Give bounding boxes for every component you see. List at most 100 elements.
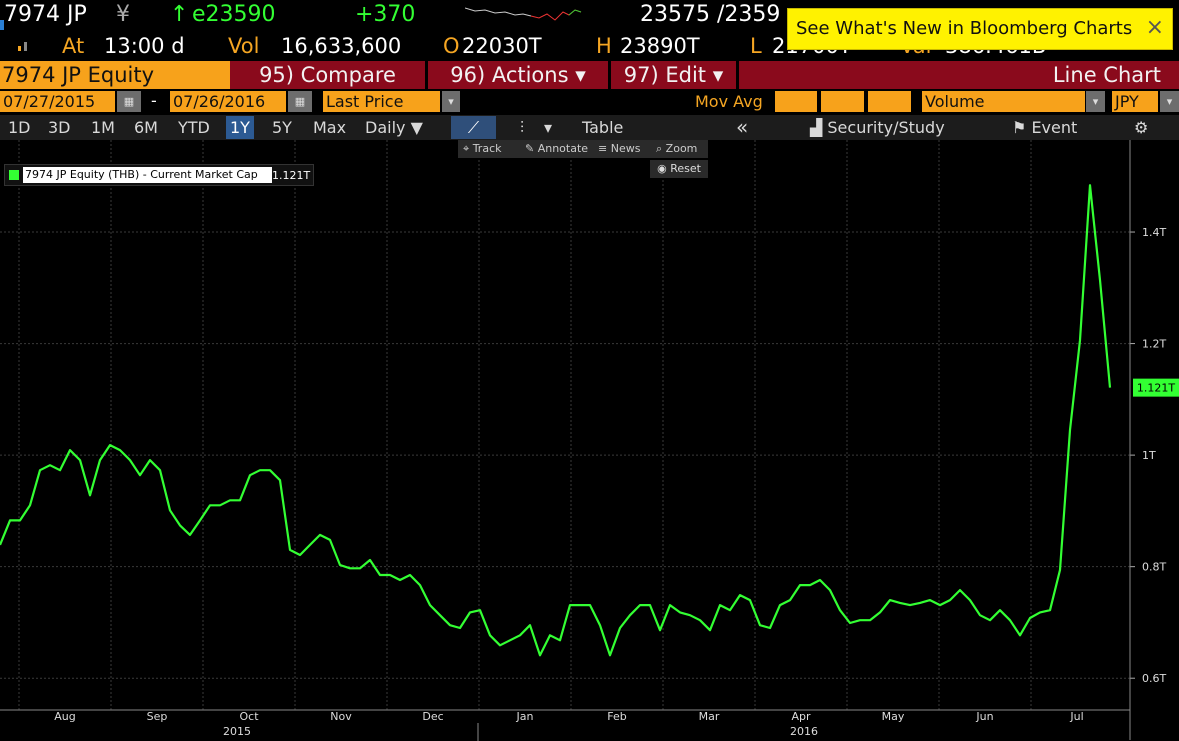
y-tick-label: 1.4T [1142, 226, 1166, 239]
legend: 7974 JP Equity (THB) - Current Market Ca… [4, 164, 314, 186]
x-tick-label: Jun [975, 710, 993, 723]
period-button[interactable]: 1D [8, 118, 31, 137]
x-tick-label: Jan [516, 710, 534, 723]
price-field[interactable]: Last Price [323, 91, 440, 112]
at-label: At [62, 34, 85, 58]
track-tool[interactable]: ⌖ Track [463, 142, 502, 155]
x-tick-label: Sep [147, 710, 168, 723]
event-button[interactable]: ⚑ Event [1012, 118, 1078, 137]
annotate-tool[interactable]: ✎ Annotate [525, 142, 589, 155]
x-tick-label: Nov [330, 710, 352, 723]
tool-label: Zoom [665, 142, 698, 155]
icon [18, 46, 21, 51]
high: 23890T [620, 34, 700, 58]
zoom-tool[interactable]: ⌕ Zoom [656, 142, 698, 155]
dropdown[interactable]: ▾ [1160, 91, 1179, 112]
x-tick-label: May [882, 710, 905, 723]
whats-new-popup[interactable]: See What's New in Bloomberg Charts × [787, 8, 1173, 50]
legend-swatch [9, 170, 19, 180]
line-icon[interactable]: ⟋ [451, 116, 496, 139]
period-button[interactable]: 5Y [272, 118, 292, 137]
last-price: e23590 [192, 2, 276, 27]
year-label: 2016 [790, 725, 818, 738]
period-button[interactable]: 3D [48, 118, 71, 137]
security-box[interactable]: 7974 JP Equity [0, 61, 230, 89]
high-label: H [596, 34, 612, 58]
time: 13:00 d [104, 34, 185, 58]
price-line [0, 184, 1112, 657]
mov-avg-input[interactable] [868, 91, 911, 112]
lower-field[interactable]: Volume [922, 91, 1085, 112]
volume: 16,633,600 [281, 34, 402, 58]
period-button[interactable]: 1Y [226, 116, 254, 139]
ticker: 7974 JP [4, 2, 87, 27]
x-tick-label: Jul [1069, 710, 1083, 723]
chart: 0.6T 0.8T 1T 1.2T 1.4T Aug Sep Oct Nov Dec Jan Feb M… [0, 140, 1179, 741]
low-label: L [750, 34, 762, 58]
news-tool[interactable]: ≡ News [598, 142, 641, 155]
calendar-icon[interactable]: ▦ [288, 91, 312, 112]
period-button[interactable]: 6M [134, 118, 158, 137]
collapse-button[interactable]: « [736, 115, 749, 139]
icon [24, 42, 27, 51]
dropdown[interactable]: ▾ [544, 118, 553, 137]
toolbar [0, 115, 1179, 140]
period-button[interactable]: YTD [178, 118, 210, 137]
edit-button[interactable]: 97) Edit ▾ [611, 61, 736, 89]
marker [0, 20, 4, 30]
x-tick-label: Feb [607, 710, 626, 723]
chart-type: Line Chart [739, 61, 1179, 89]
tool-label: Track [472, 142, 502, 155]
mov-avg-input[interactable] [775, 91, 817, 112]
y-tick-label: 0.8T [1142, 561, 1166, 574]
dropdown[interactable]: ▾ [1086, 91, 1105, 112]
button-label: 97) Edit [623, 63, 707, 87]
vol-label: Vol [228, 34, 260, 58]
bar-icon[interactable]: ⫶ [519, 118, 524, 137]
open-label: O [443, 34, 460, 58]
calendar-icon[interactable]: ▦ [117, 91, 141, 112]
frequency[interactable]: Daily ▼ [365, 118, 423, 137]
tool-label: Reset [670, 162, 701, 175]
settings-button[interactable]: ⚙ [1134, 118, 1149, 137]
x-tick-label: Aug [54, 710, 75, 723]
compare-button[interactable]: 95) Compare [230, 61, 425, 89]
open: 22030T [462, 34, 542, 58]
table-button[interactable]: Table [582, 118, 624, 137]
x-tick-label: Dec [422, 710, 443, 723]
chart-tools [458, 140, 708, 158]
sparkline [465, 7, 582, 21]
mov-avg-input[interactable] [821, 91, 864, 112]
button-label: 96) Actions [450, 63, 569, 87]
x-tick-label: Oct [239, 710, 259, 723]
legend-value: 1.121T [272, 169, 311, 182]
currency-symbol: ¥ [116, 2, 130, 27]
security-study-button[interactable]: ▟ Security/Study [810, 118, 945, 137]
start-date[interactable]: 07/27/2015 [0, 91, 115, 112]
x-tick-label: Apr [791, 710, 811, 723]
reset-button[interactable]: ◉ Reset [650, 160, 708, 178]
period-button[interactable]: Max [313, 118, 347, 137]
frequency-label: Daily [365, 118, 406, 137]
end-date[interactable]: 07/26/2016 [170, 91, 286, 112]
y-tick-label: 1.2T [1142, 338, 1166, 351]
mov-avg-label: Mov Avg [695, 92, 763, 111]
plot-background [0, 140, 1179, 741]
popup-text: See What's New in Bloomberg Charts [796, 18, 1133, 39]
popup-close[interactable]: × [1145, 15, 1164, 40]
button-label: Security/Study [827, 118, 945, 137]
date-dash: - [151, 91, 157, 110]
y-tick-label: 0.6T [1142, 672, 1166, 685]
arrow: ↑ [170, 2, 189, 27]
y-tick-label: 1T [1142, 449, 1156, 462]
legend-label: 7974 JP Equity (THB) - Current Market Ca… [23, 167, 272, 183]
currency-field[interactable]: JPY [1112, 91, 1158, 112]
dropdown[interactable]: ▾ [442, 91, 460, 112]
tool-label: News [610, 142, 641, 155]
year-label: 2015 [223, 725, 251, 738]
period-button[interactable]: 1M [91, 118, 115, 137]
actions-button[interactable]: 96) Actions ▾ [428, 61, 608, 89]
tool-label: Annotate [537, 142, 589, 155]
button-label: Event [1031, 118, 1078, 137]
